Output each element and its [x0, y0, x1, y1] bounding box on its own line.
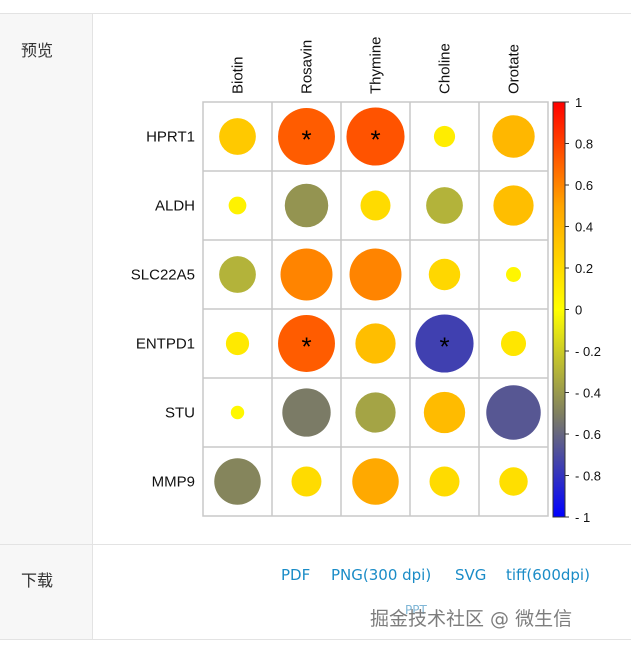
colorbar-tick-label: - 0.8	[575, 469, 601, 484]
column-label: Choline	[437, 43, 454, 94]
colorbar-tick-label: 0.8	[575, 137, 593, 152]
colorbar	[552, 101, 566, 518]
correlation-bubble-chart: Biotin Rosavin Thymine Choline Orotate HPRT1 A…	[131, 36, 601, 525]
bubble-point	[415, 314, 474, 373]
colorbar-tick-label: 0.4	[575, 220, 593, 235]
colorbar-tick-label: 0.2	[575, 261, 593, 276]
bubble-point	[352, 458, 399, 505]
colorbar-tick-label: - 0.4	[575, 386, 601, 401]
bubble-point	[349, 248, 402, 301]
bubble-point	[355, 392, 396, 433]
bubble-point	[486, 385, 541, 440]
bubble-point	[278, 315, 335, 372]
colorbar-tick-label: 0	[575, 303, 582, 318]
bubble-point	[492, 115, 535, 158]
preview-label-cell	[0, 14, 92, 544]
bubble-point	[225, 331, 250, 356]
section-divider	[0, 544, 631, 545]
column-label: Rosavin	[299, 40, 316, 94]
colorbar-tick-label: - 1	[575, 510, 590, 525]
significance-marker: *	[301, 125, 311, 155]
bubble-point	[360, 190, 391, 221]
row-label: HPRT1	[146, 129, 195, 146]
bubble-point	[284, 183, 329, 228]
bubble-point	[429, 466, 460, 497]
bubble-point	[280, 248, 333, 301]
bubble-point	[228, 196, 247, 215]
significance-marker: *	[439, 332, 449, 362]
bubble-point	[493, 185, 534, 226]
download-label: 下载	[21, 571, 54, 590]
preview-label: 预览	[21, 41, 54, 60]
bubble-point	[291, 466, 322, 497]
download-tiff-link[interactable]: tiff(600dpi)	[506, 566, 590, 584]
colorbar-tick-label: 0.6	[575, 178, 593, 193]
bubble-point	[214, 458, 261, 505]
colorbar-tick-label: 1	[575, 95, 582, 110]
bubble-point	[428, 258, 461, 291]
bubble-point	[506, 267, 521, 282]
significance-marker: *	[301, 332, 311, 362]
bubble-point	[500, 330, 527, 357]
bubble-point	[499, 467, 528, 496]
bubble-point	[426, 187, 463, 224]
bubble-point	[278, 108, 335, 165]
bubble-point	[346, 107, 405, 166]
download-png-link[interactable]: PNG(300 dpi)	[331, 566, 432, 584]
download-extra-link[interactable]: PPT	[405, 603, 427, 617]
row-label: ALDH	[155, 198, 195, 215]
row-label: SLC22A5	[131, 267, 195, 284]
watermark-text: 掘金技术社区 @ 微生信	[370, 608, 573, 630]
bottom-border	[0, 639, 631, 640]
row-label: ENTPD1	[136, 336, 195, 353]
column-divider	[92, 14, 93, 639]
column-label: Biotin	[230, 56, 247, 94]
top-border	[0, 13, 631, 14]
download-svg-link[interactable]: SVG	[455, 566, 487, 584]
bubble-point	[219, 256, 256, 293]
row-label: STU	[165, 405, 195, 422]
colorbar-tick-label: - 0.6	[575, 427, 601, 442]
download-pdf-link[interactable]: PDF	[281, 566, 311, 584]
download-label-cell	[0, 545, 92, 639]
bubble-point	[282, 388, 331, 437]
bubble-point	[230, 405, 245, 420]
significance-marker: *	[370, 125, 380, 155]
column-label: Orotate	[506, 44, 523, 94]
column-label: Thymine	[368, 36, 385, 94]
bubble-point	[219, 118, 256, 155]
row-label: MMP9	[152, 474, 195, 491]
colorbar-tick-label: - 0.2	[575, 344, 601, 359]
bubble-point	[423, 391, 466, 434]
bubble-point	[433, 125, 456, 148]
bubble-point	[355, 323, 396, 364]
